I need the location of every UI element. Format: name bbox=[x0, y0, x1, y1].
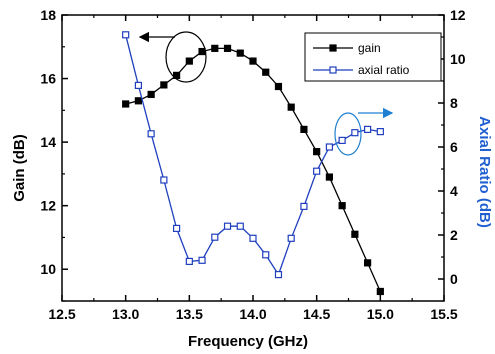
gain-point bbox=[236, 49, 244, 57]
gain-point bbox=[198, 47, 206, 56]
x-tick-label: 13.0 bbox=[112, 306, 139, 322]
axial-ratio-point bbox=[211, 233, 219, 241]
annotations bbox=[138, 31, 394, 156]
right-y-axis-title: Axial Ratio (dB) bbox=[476, 116, 493, 228]
axial-ratio-point bbox=[223, 222, 232, 230]
x-tick-label: 12.5 bbox=[48, 306, 75, 322]
legend-gain-label: gain bbox=[358, 41, 381, 55]
gain-point bbox=[173, 71, 181, 79]
gain-point bbox=[134, 97, 142, 105]
y-left-tick-label: 16 bbox=[40, 71, 56, 87]
axial-ratio-point bbox=[364, 125, 372, 134]
axial-ratio-point bbox=[198, 256, 206, 264]
x-tick-label: 15.0 bbox=[367, 306, 394, 322]
legend-box bbox=[304, 32, 442, 82]
axial-ratio-point bbox=[160, 176, 168, 184]
axial-ratio-point bbox=[287, 234, 295, 242]
axial-ratio-point bbox=[147, 130, 155, 138]
x-tick-label: 13.5 bbox=[176, 306, 203, 322]
gain-point bbox=[262, 68, 270, 76]
axial-ratio-point bbox=[185, 257, 193, 265]
x-tick-label: 15.5 bbox=[430, 306, 457, 322]
gain-point bbox=[147, 90, 155, 99]
y-left-tick-label: 12 bbox=[40, 198, 56, 214]
gain-point bbox=[376, 287, 384, 296]
gain-point bbox=[223, 44, 232, 52]
y-right-tick-label: 12 bbox=[450, 7, 466, 23]
y-right-tick-label: 10 bbox=[450, 51, 466, 67]
gain-point bbox=[211, 44, 219, 52]
gain-point bbox=[313, 148, 321, 156]
axial-ratio-highlight-ellipse bbox=[334, 112, 362, 156]
x-axis: 12.5 13.0 13.5 14.0 14.5 15.0 15.5 bbox=[48, 15, 458, 322]
legend: gain axial ratio bbox=[304, 32, 442, 82]
series-layer bbox=[122, 31, 384, 296]
y-left-tick-label: 18 bbox=[40, 7, 56, 23]
axial-ratio-point bbox=[134, 81, 142, 90]
gain-point bbox=[249, 57, 257, 65]
legend-axial-ratio-label: axial ratio bbox=[358, 63, 410, 77]
legend-gain-marker bbox=[329, 44, 337, 52]
gain-point bbox=[300, 125, 308, 134]
gain-point bbox=[185, 57, 193, 65]
y-right-tick-label: 4 bbox=[450, 183, 458, 199]
y-right-tick-label: 6 bbox=[450, 139, 458, 155]
y-right-tick-label: 2 bbox=[450, 227, 458, 243]
gain-highlight-ellipse bbox=[165, 31, 207, 83]
gain-point bbox=[325, 173, 333, 181]
axial-ratio-point bbox=[338, 136, 346, 144]
axial-ratio-point bbox=[122, 31, 130, 39]
x-axis-title: Frequency (GHz) bbox=[188, 333, 308, 350]
left-y-axis: 10 12 14 16 18 bbox=[40, 7, 68, 302]
axial-ratio-point bbox=[262, 251, 270, 259]
y-left-tick-label: 10 bbox=[40, 261, 56, 277]
axial-ratio-point bbox=[376, 128, 384, 136]
axial-ratio-point bbox=[300, 202, 308, 210]
gain-point bbox=[338, 202, 346, 210]
y-right-tick-label: 8 bbox=[450, 95, 458, 111]
gain-point bbox=[351, 230, 359, 238]
gain-point bbox=[364, 259, 372, 267]
axial-ratio-point bbox=[274, 271, 283, 279]
axial-ratio-point bbox=[351, 129, 359, 137]
axial-ratio-point bbox=[313, 167, 321, 175]
x-tick-label: 14.5 bbox=[303, 306, 330, 322]
legend-axial-ratio-marker bbox=[329, 66, 337, 74]
y-right-tick-label: 0 bbox=[450, 271, 458, 287]
left-y-axis-title: Gain (dB) bbox=[11, 134, 28, 202]
gain-point bbox=[274, 82, 283, 91]
axial-ratio-point bbox=[236, 222, 244, 230]
x-tick-label: 14.0 bbox=[239, 306, 266, 322]
axial-ratio-point bbox=[249, 234, 257, 242]
axial-ratio-point bbox=[173, 224, 181, 232]
gain-point bbox=[122, 100, 130, 108]
axial-ratio-point bbox=[325, 143, 333, 151]
y-left-tick-label: 14 bbox=[40, 134, 56, 150]
right-y-axis: 0 2 4 6 8 10 12 bbox=[438, 7, 466, 302]
gain-point bbox=[287, 103, 295, 111]
gain-point bbox=[160, 81, 168, 89]
